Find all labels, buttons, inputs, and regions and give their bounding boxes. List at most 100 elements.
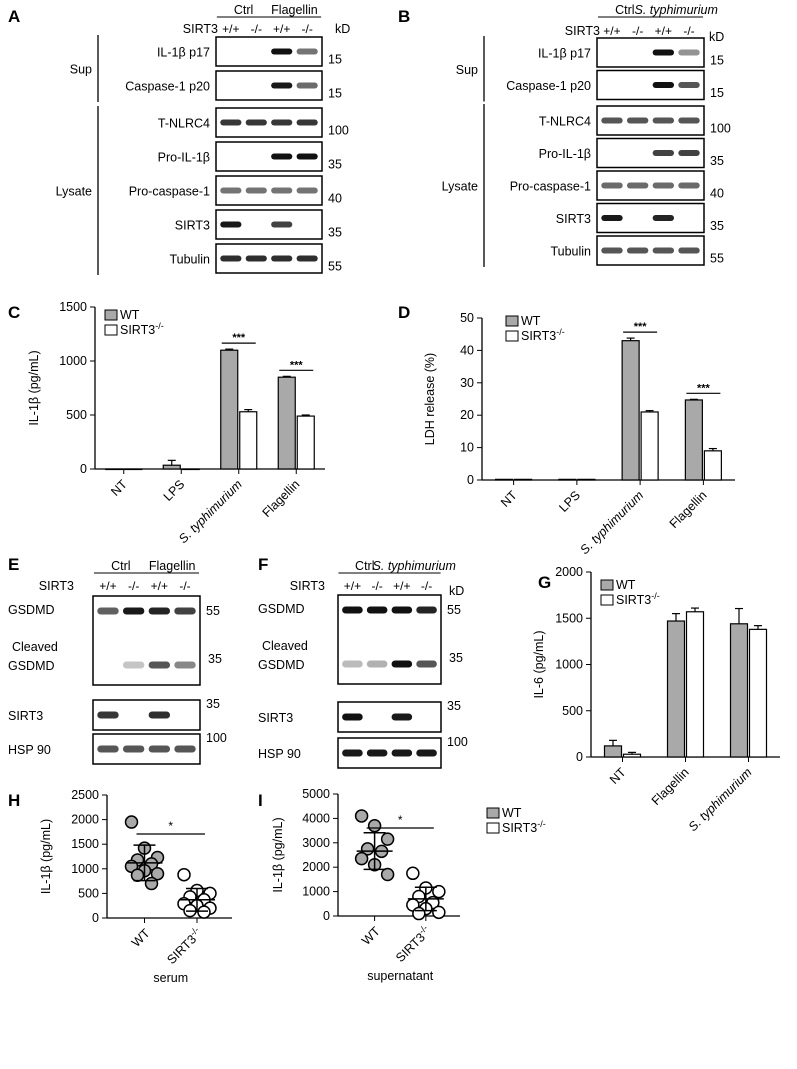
- blot-row-label: Cleaved: [12, 640, 58, 654]
- significance-marker: ***: [634, 321, 648, 333]
- blot-band: [220, 255, 242, 262]
- blot-band: [391, 749, 413, 757]
- mw-marker: 15: [328, 53, 342, 67]
- blot-band: [678, 150, 700, 156]
- mw-marker: 35: [208, 652, 222, 666]
- bar-ko: [748, 628, 768, 758]
- legend-swatch-wt: [505, 315, 519, 327]
- blot-band: [391, 713, 413, 721]
- treatment-group-1: S. typhimurium: [373, 559, 456, 573]
- y-tick-label: 1000: [59, 354, 87, 368]
- blot-row-label: T-NLRC4: [158, 117, 210, 131]
- kd-label: kD: [335, 22, 350, 36]
- blot-band: [296, 82, 318, 89]
- y-tick-label: 1500: [71, 837, 99, 851]
- blot-row-label: Caspase-1 p20: [506, 79, 591, 93]
- data-point-wt: [124, 815, 139, 829]
- blot-band: [678, 117, 700, 124]
- mw-marker: 35: [447, 699, 461, 713]
- y-tick-label: 10: [460, 441, 474, 455]
- blot-band: [601, 215, 623, 221]
- bar-wt: [621, 340, 640, 481]
- blot-band: [626, 247, 649, 254]
- blot-band: [652, 49, 675, 56]
- genotype-0: +/+: [222, 22, 239, 36]
- blot-band: [678, 182, 700, 189]
- x-tick-label: Flagellin: [667, 488, 710, 531]
- blot-band: [296, 187, 318, 194]
- mw-marker: 100: [710, 122, 731, 136]
- legend-label: SIRT3-/-: [616, 591, 660, 607]
- data-point-ko: [177, 867, 191, 882]
- mw-marker: 55: [447, 603, 461, 617]
- genotype-label: SIRT3: [565, 24, 600, 38]
- y-tick-label: 2000: [71, 813, 99, 827]
- mw-marker: 15: [710, 86, 724, 100]
- blot-band: [416, 749, 437, 757]
- y-tick-label: 0: [467, 473, 474, 487]
- bar-wt: [277, 376, 296, 470]
- genotype-1: -/-: [128, 579, 139, 593]
- x-tick-label: SIRT3-/-: [392, 923, 434, 965]
- kd-label: kD: [449, 584, 464, 598]
- blot-band: [601, 247, 623, 254]
- blot-row-label: Cleaved: [262, 639, 308, 653]
- legend-label: WT: [521, 314, 541, 328]
- legend-label: WT: [502, 806, 522, 820]
- bar-ko: [685, 611, 705, 758]
- mw-marker: 35: [328, 226, 342, 240]
- x-axis-label: serum: [153, 971, 188, 985]
- bar-ko: [514, 478, 533, 481]
- blot-band: [271, 119, 293, 126]
- blot-band: [174, 607, 196, 615]
- blot-band: [678, 49, 700, 56]
- section-label: Lysate: [56, 185, 92, 199]
- blot-row-label: SIRT3: [556, 212, 591, 226]
- panel-letter: D: [398, 303, 410, 322]
- blot-band: [220, 119, 242, 126]
- x-tick-label: Flagellin: [649, 765, 692, 808]
- legend-swatch-ko: [600, 594, 614, 606]
- blot-band: [652, 182, 675, 189]
- blot-row-frame: [215, 70, 323, 101]
- data-point-wt: [367, 818, 382, 833]
- blot-band: [122, 745, 145, 753]
- x-tick-label: WT: [359, 924, 383, 948]
- data-point-wt: [360, 842, 375, 856]
- blot-band: [416, 660, 437, 668]
- chart-panel-h: H 0 500 1000 1500 2000 2500 IL-1β (pg/mL) WT SIRT…: [8, 788, 232, 985]
- blot-row-label: Pro-IL-1β: [158, 151, 210, 165]
- chart-panel-g: G 0 500 1000 1500 2000 IL-6 (pg/mL) NT Flagellin…: [532, 565, 780, 834]
- y-tick-label: 2500: [71, 788, 99, 802]
- data-point-wt: [354, 809, 369, 823]
- x-tick-label: SIRT3-/-: [163, 925, 205, 967]
- blot-row-label: SIRT3: [8, 709, 43, 723]
- x-tick-label: LPS: [161, 477, 188, 504]
- data-point-ko: [432, 884, 446, 899]
- blot-band: [342, 660, 363, 668]
- bar-ko: [124, 468, 143, 471]
- legend-swatch-ko: [486, 822, 500, 834]
- genotype-2: +/+: [655, 24, 672, 38]
- y-tick-label: 0: [323, 909, 330, 923]
- blot-band: [122, 661, 145, 669]
- blot-band: [174, 745, 196, 753]
- blot-band: [652, 247, 675, 254]
- x-tick-label: LPS: [556, 488, 583, 515]
- section-label: Sup: [70, 63, 92, 77]
- blot-row-label: Pro-caspase-1: [510, 180, 591, 194]
- treatment-group-0: Ctrl: [355, 559, 374, 573]
- y-tick-label: 3000: [302, 836, 330, 850]
- blot-panel-a: A SIRT3 +/+ -/- +/+ -/- Ctrl Flagellin kD IL-1β p…: [8, 3, 350, 275]
- y-tick-label: 1500: [555, 611, 583, 625]
- mw-marker: 40: [328, 192, 342, 206]
- genotype-0: +/+: [603, 24, 620, 38]
- significance-marker: ***: [290, 359, 304, 371]
- y-tick-label: 0: [92, 911, 99, 925]
- blot-band: [122, 607, 145, 615]
- mw-marker: 100: [328, 124, 349, 138]
- data-point-ko: [432, 905, 446, 920]
- blot-row-label: GSDMD: [258, 602, 305, 616]
